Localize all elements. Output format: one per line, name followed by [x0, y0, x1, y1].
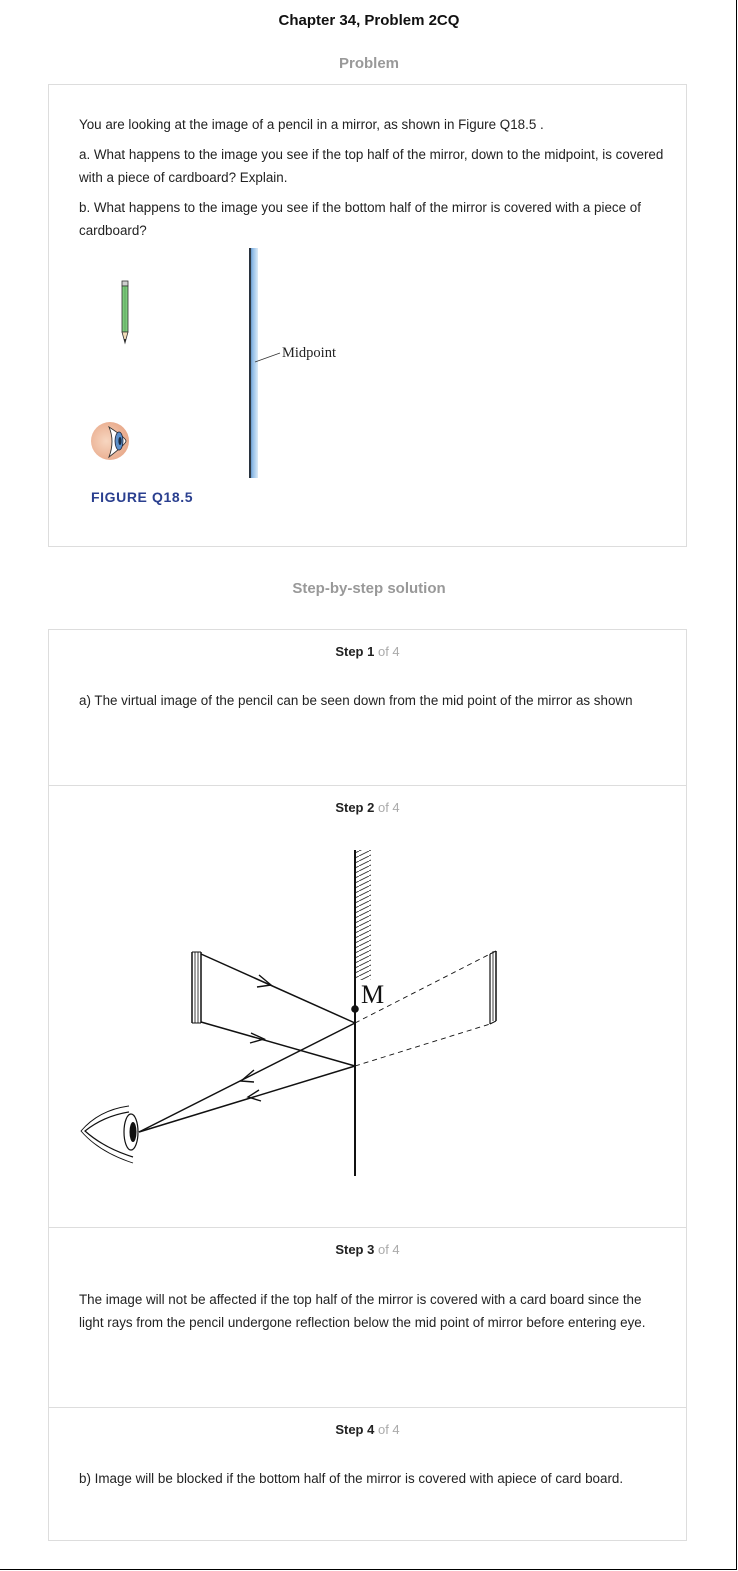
arrow-reflected-bottom — [246, 1089, 262, 1102]
object-pencil — [191, 951, 202, 1024]
step-4-box: Step 4 of 4 b) Image will be blocked if … — [48, 1407, 687, 1541]
step-1-of: of 4 — [377, 644, 400, 659]
problem-intro: You are looking at the image of a pencil… — [79, 117, 544, 132]
pencil-icon — [121, 280, 129, 345]
problem-part-b: b. What happens to the image you see if … — [79, 200, 641, 238]
image-pencil — [489, 950, 497, 1025]
step-4-of: of 4 — [377, 1422, 400, 1437]
midpoint-label: Midpoint — [282, 345, 336, 361]
step-3-of: of 4 — [377, 1242, 400, 1257]
step-4-label: Step 4 of 4 — [49, 1422, 686, 1437]
step-2-of: of 4 — [377, 800, 400, 815]
reflected-ray-bottom — [138, 1065, 356, 1133]
incident-ray-bottom — [200, 1021, 356, 1067]
step-2-box: Step 2 of 4 M — [48, 785, 687, 1228]
step-3-text: The image will not be affected if the to… — [79, 1292, 646, 1330]
step-3-label: Step 3 of 4 — [49, 1242, 686, 1257]
reflection-diagram: M — [80, 850, 497, 1176]
solution-heading: Step-by-step solution — [292, 580, 446, 597]
mirror — [249, 248, 258, 478]
incident-ray-top — [200, 953, 356, 1024]
step-1-box: Step 1 of 4 a) The virtual image of the … — [48, 629, 687, 786]
step-3-box: Step 3 of 4 The image will not be affect… — [48, 1227, 687, 1408]
figure-q18-5: Midpoint — [91, 248, 336, 478]
virtual-ray-top — [354, 953, 491, 1024]
step-1-label: Step 1 of 4 — [49, 644, 686, 659]
eye-icon — [80, 1105, 139, 1164]
mirror-hatching — [355, 850, 371, 980]
step-2-number: Step 2 — [335, 800, 375, 815]
step-1-number: Step 1 — [335, 644, 375, 659]
figure-caption: FIGURE Q18.5 — [91, 489, 194, 505]
step-3-number: Step 3 — [335, 1242, 375, 1257]
problem-text: You are looking at the image of a pencil… — [79, 113, 669, 242]
virtual-ray-bottom — [354, 1023, 491, 1067]
midpoint-m-label: M — [361, 980, 384, 1009]
page-title: Chapter 34, Problem 2CQ — [278, 12, 460, 29]
arrow-incident-bottom — [249, 1032, 267, 1044]
reflected-ray-top — [138, 1022, 356, 1133]
midpoint-dot — [351, 1005, 359, 1013]
problem-heading: Problem — [338, 55, 399, 72]
step-2-label: Step 2 of 4 — [49, 800, 686, 815]
eye-icon — [91, 422, 129, 460]
arrow-incident-top — [256, 974, 273, 988]
arrow-reflected-top — [239, 1069, 255, 1083]
step-1-text: a) The virtual image of the pencil can b… — [79, 693, 633, 708]
step-4-number: Step 4 — [335, 1422, 375, 1437]
problem-part-a: a. What happens to the image you see if … — [79, 147, 664, 185]
problem-box: You are looking at the image of a pencil… — [48, 84, 687, 547]
midpoint-leader-line — [254, 352, 281, 363]
step-4-text: b) Image will be blocked if the bottom h… — [79, 1471, 624, 1486]
